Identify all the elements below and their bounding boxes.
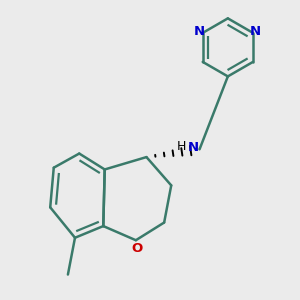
Text: H: H <box>176 140 186 153</box>
Text: N: N <box>188 141 199 154</box>
Text: N: N <box>250 25 261 38</box>
Text: O: O <box>131 242 142 254</box>
Text: N: N <box>194 25 205 38</box>
